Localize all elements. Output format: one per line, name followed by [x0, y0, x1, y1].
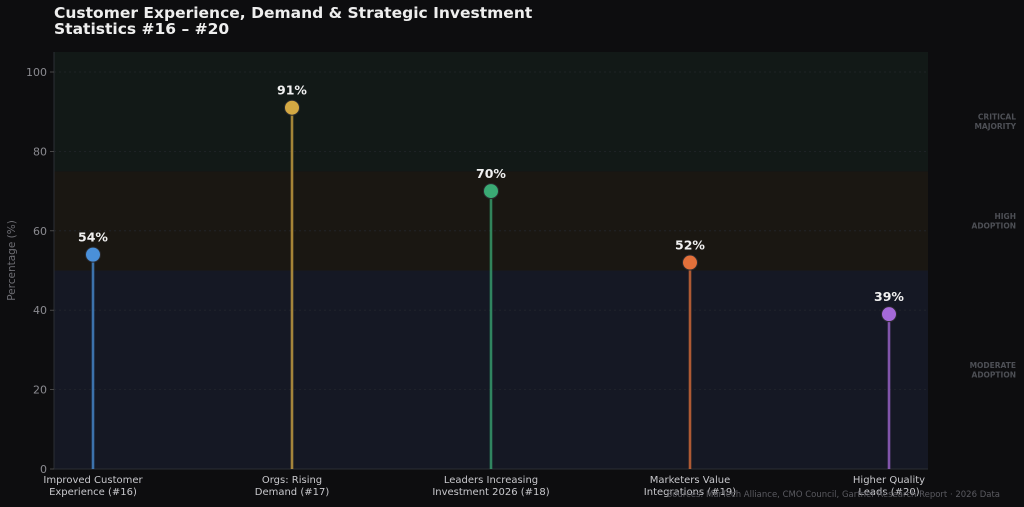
y-tick-label-5: 100 — [26, 66, 47, 79]
band-label-2: CRITICAL MAJORITY — [974, 113, 1016, 132]
y-tick-label-1: 20 — [33, 384, 47, 397]
data-point-2 — [483, 183, 499, 200]
data-label-1: 91% — [277, 83, 307, 98]
data-point-4 — [881, 306, 897, 323]
x-tick-label-2: Leaders Increasing Investment 2026 (#18) — [432, 475, 549, 498]
x-tick-label-4: Higher Quality Leads (#20) — [853, 475, 925, 498]
data-point-3 — [682, 254, 698, 271]
data-label-3: 52% — [675, 238, 705, 253]
band-label-0: MODERATE ADOPTION — [970, 361, 1016, 380]
source-note: Sources: MarTech Alliance, CMO Council, … — [666, 490, 1000, 500]
data-label-0: 54% — [78, 230, 108, 245]
chart-title: Customer Experience, Demand & Strategic … — [54, 4, 533, 38]
data-label-2: 70% — [476, 166, 506, 181]
x-tick-label-1: Orgs: Rising Demand (#17) — [255, 475, 330, 498]
band-2 — [54, 52, 928, 172]
x-tick-label-3: Marketers Value Integrations (#19) — [644, 475, 736, 498]
data-point-1 — [284, 99, 300, 116]
data-label-4: 39% — [874, 289, 904, 304]
y-tick-label-2: 40 — [33, 304, 47, 317]
band-label-1: HIGH ADOPTION — [972, 212, 1016, 231]
y-tick-label-4: 80 — [33, 145, 47, 158]
y-axis-label: Percentage (%) — [6, 220, 18, 301]
x-tick-label-0: Improved Customer Experience (#16) — [43, 475, 143, 498]
y-tick-label-0: 0 — [40, 463, 47, 476]
y-tick-label-3: 60 — [33, 225, 47, 238]
data-point-0 — [85, 246, 101, 263]
